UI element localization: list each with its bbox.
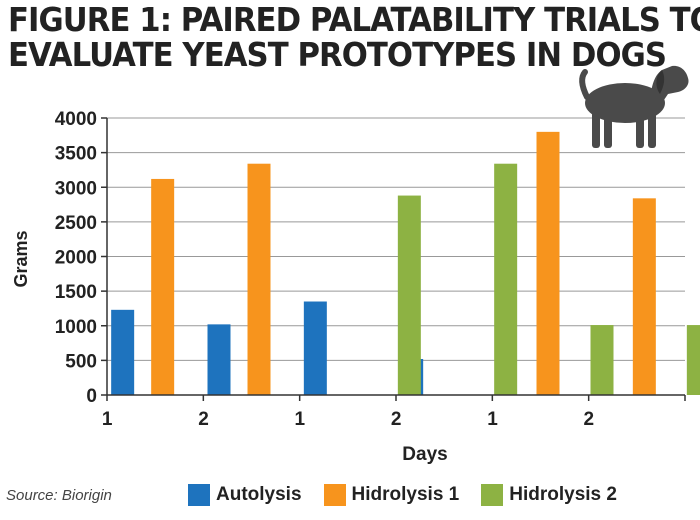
legend-item-hidrolysis-2: Hidrolysis 2 [481,484,617,506]
legend-item-autolysis: Autolysis [188,484,302,506]
y-tick-label: 4000 [55,109,97,130]
x-tick-label: 2 [584,409,595,430]
x-axis-label: Days [402,444,447,465]
y-axis-label: Grams [11,230,31,287]
title-line-2: EVALUATE YEAST PROTOTYPES IN DOGS [8,35,667,74]
bar-hidrolysis-1-2 [247,163,271,395]
bar-autolysis-1 [111,309,135,395]
legend-item-hidrolysis-1: Hidrolysis 1 [323,484,460,506]
bar-hidrolysis-1-6 [632,198,656,395]
bar-hidrolysis-2-4 [494,163,518,395]
bar-hidrolysis-2-3 [397,195,421,395]
legend-swatch-autolysis [188,484,210,506]
legend-label-autolysis: Autolysis [216,484,302,505]
y-tick-label: 2500 [55,213,97,234]
legend-swatch-hidrolysis-2 [481,484,504,506]
y-tick-label: 1500 [55,282,97,303]
legend: Autolysis Hidrolysis 1 Hidrolysis 2 [188,484,617,506]
x-tick-label: 1 [102,409,113,430]
y-tick-label: 1000 [55,317,97,338]
bar-hidrolysis-2-6 [686,325,700,395]
bar-hidrolysis-1-1 [151,178,175,395]
legend-swatch-hidrolysis-1 [323,484,346,506]
chart-title: FIGURE 1: PAIRED PALATABILITY TRIALS TO … [8,0,700,74]
y-tick-labels: 0 500 1000 1500 2000 2500 3000 3500 4000 [55,109,107,407]
bar-hidrolysis-2-5 [590,325,614,395]
y-tick-label: 3500 [55,144,97,165]
x-tick-label: 2 [391,409,402,430]
x-tick-label: 1 [487,409,498,430]
y-tick-label: 0 [86,386,97,407]
y-tick-label: 2000 [55,248,97,269]
gridlines [107,117,685,361]
y-tick-label: 3000 [55,178,97,199]
y-tick-label: 500 [65,351,97,372]
x-tick-label: 2 [198,409,209,430]
bar-hidrolysis-1-5 [536,131,560,395]
legend-label-hidrolysis-2: Hidrolysis 2 [509,484,617,505]
dog-silhouette-icon [579,65,689,148]
x-tick-labels: 1 2 1 2 1 2 [102,395,686,430]
bar-autolysis-2 [207,324,231,395]
title-line-1: FIGURE 1: PAIRED PALATABILITY TRIALS TO [8,0,700,39]
bar-autolysis-3 [303,301,327,395]
legend-label-hidrolysis-1: Hidrolysis 1 [351,484,460,505]
bars [111,131,700,395]
source-note: Source: Biorigin [6,487,112,504]
x-tick-label: 1 [295,409,306,430]
